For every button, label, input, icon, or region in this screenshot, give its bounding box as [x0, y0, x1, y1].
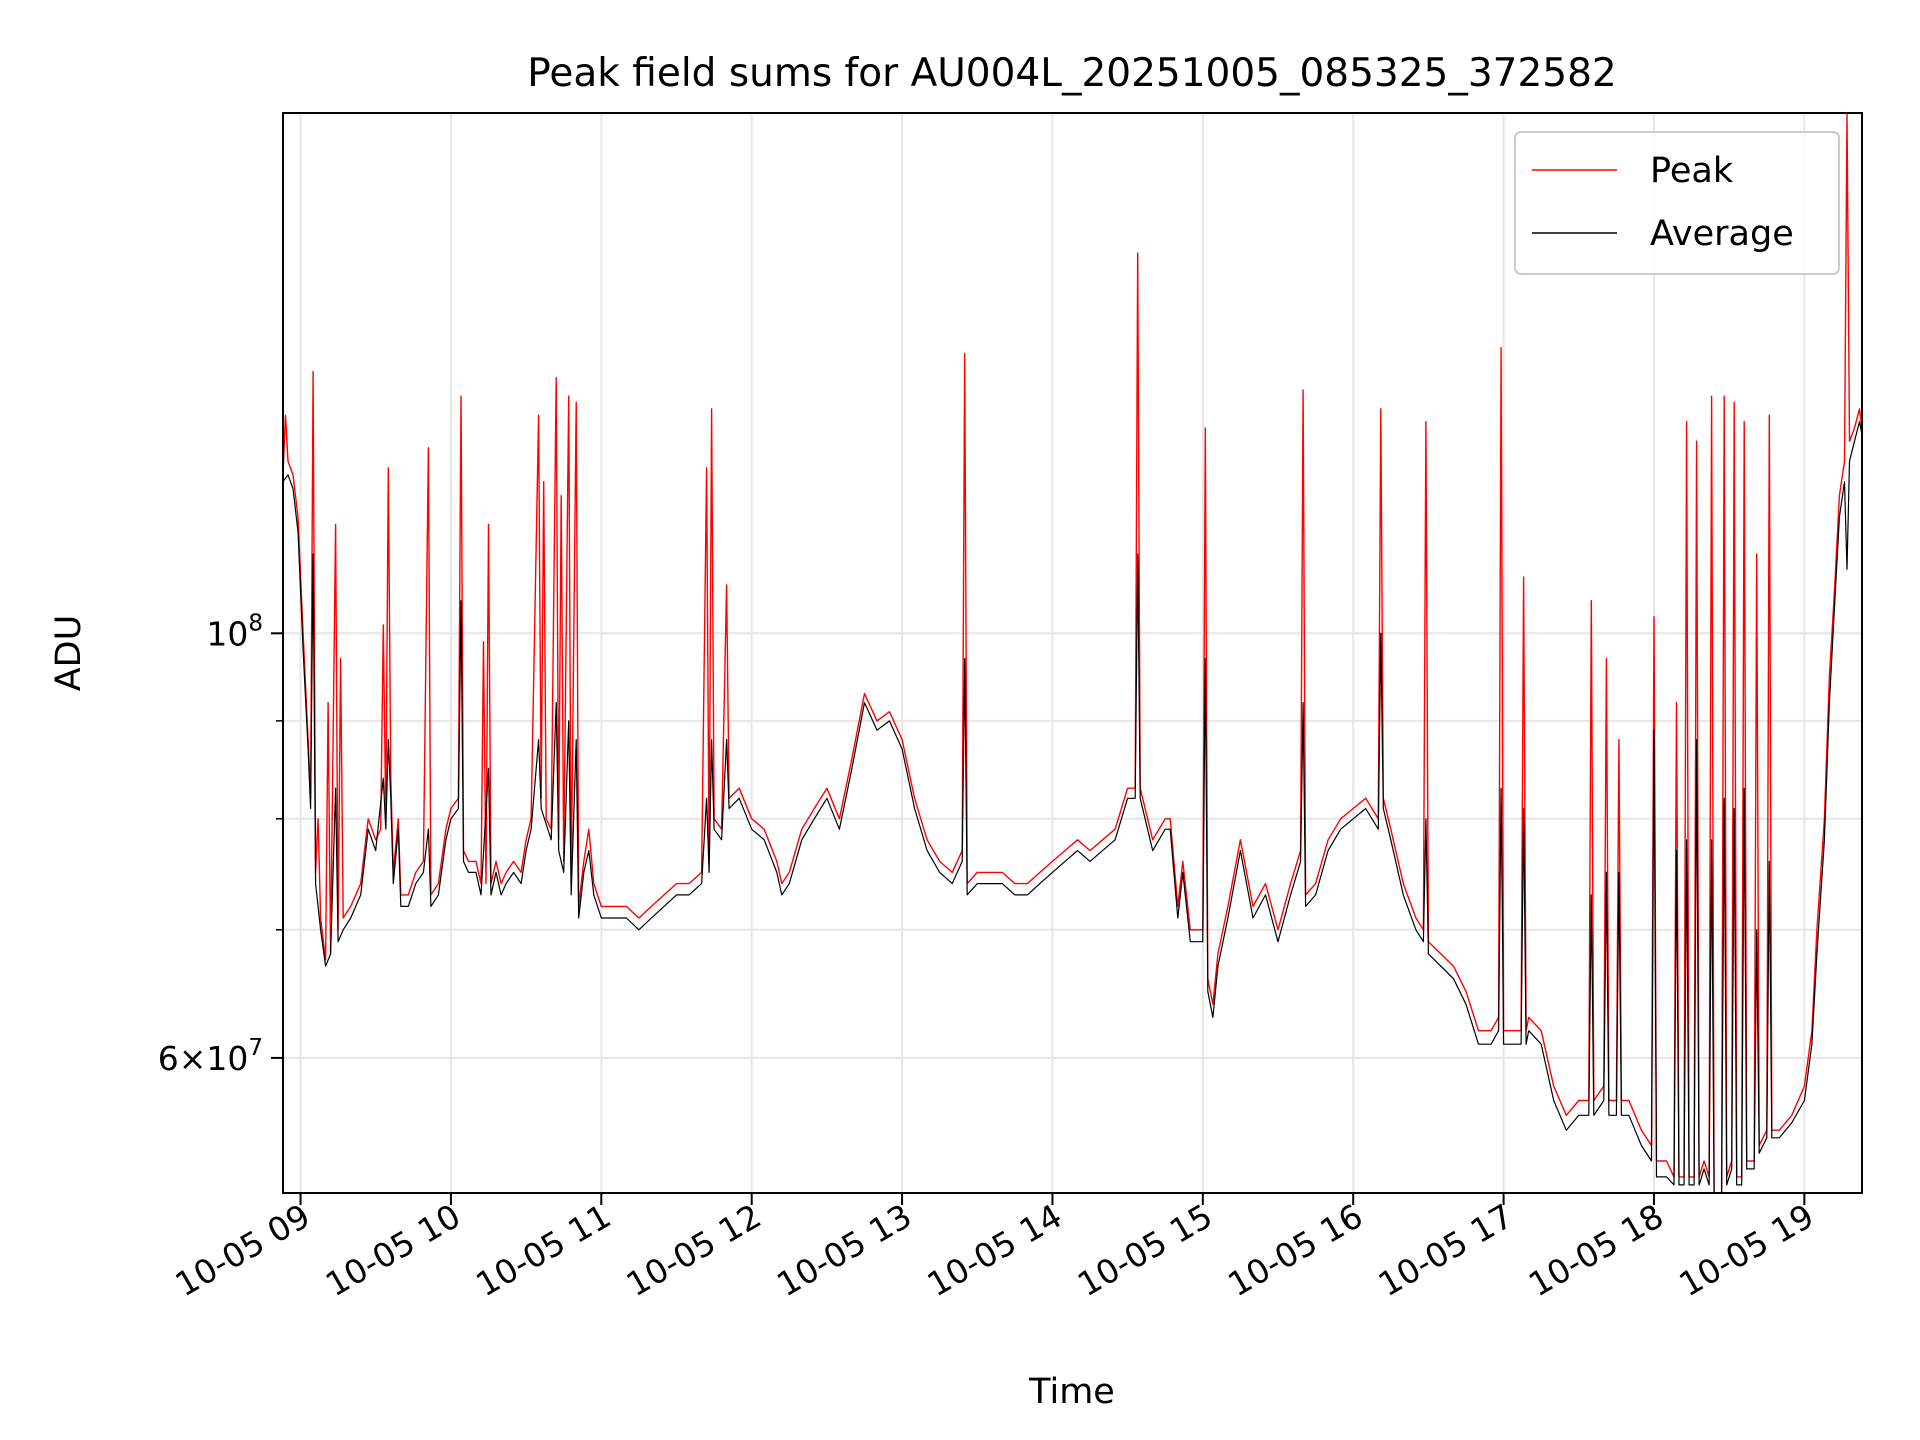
x-tick-label: 10-05 14 [920, 1196, 1068, 1304]
legend-label-peak: Peak [1650, 151, 1734, 191]
y-axis-label: ADU [49, 615, 89, 692]
x-tick-label: 10-05 10 [319, 1196, 467, 1304]
x-tick-label: 10-05 11 [469, 1196, 617, 1304]
y-tick-base: 10 [206, 614, 248, 653]
legend-label-average: Average [1650, 214, 1794, 254]
x-tick-label: 10-05 09 [169, 1196, 317, 1304]
y-tick-label: 108 [206, 610, 263, 653]
x-tick-label: 10-05 13 [770, 1196, 918, 1304]
y-tick-mantissa: 6 [158, 1039, 179, 1078]
grid [283, 113, 1862, 1193]
x-tick-label: 10-05 12 [620, 1196, 768, 1304]
y-tick-base: 10 [206, 1039, 248, 1078]
y-tick-times: × [179, 1039, 207, 1078]
series-layer [282, 112, 1863, 1194]
y-tick-exponent: 8 [248, 610, 263, 636]
series-line-average [282, 421, 1863, 1194]
x-tick-label: 10-05 19 [1672, 1196, 1820, 1304]
x-tick-label: 10-05 18 [1522, 1196, 1670, 1304]
legend: Peak Average [1514, 131, 1840, 275]
chart-title: Peak field sums for AU004L_20251005_0853… [527, 51, 1616, 96]
x-axis-label: Time [1028, 1372, 1115, 1412]
x-axis: 10-05 09 10-05 10 10-05 11 10-05 12 10-05 13… [169, 1193, 1820, 1304]
x-tick-label: 10-05 15 [1071, 1196, 1219, 1304]
legend-box [1514, 131, 1840, 275]
x-tick-label: 10-05 17 [1372, 1196, 1520, 1304]
x-tick-label: 10-05 16 [1221, 1196, 1369, 1304]
y-tick-label: 6×107 [158, 1035, 263, 1078]
y-tick-exponent: 7 [248, 1035, 263, 1061]
plot-frame [282, 112, 1863, 1194]
